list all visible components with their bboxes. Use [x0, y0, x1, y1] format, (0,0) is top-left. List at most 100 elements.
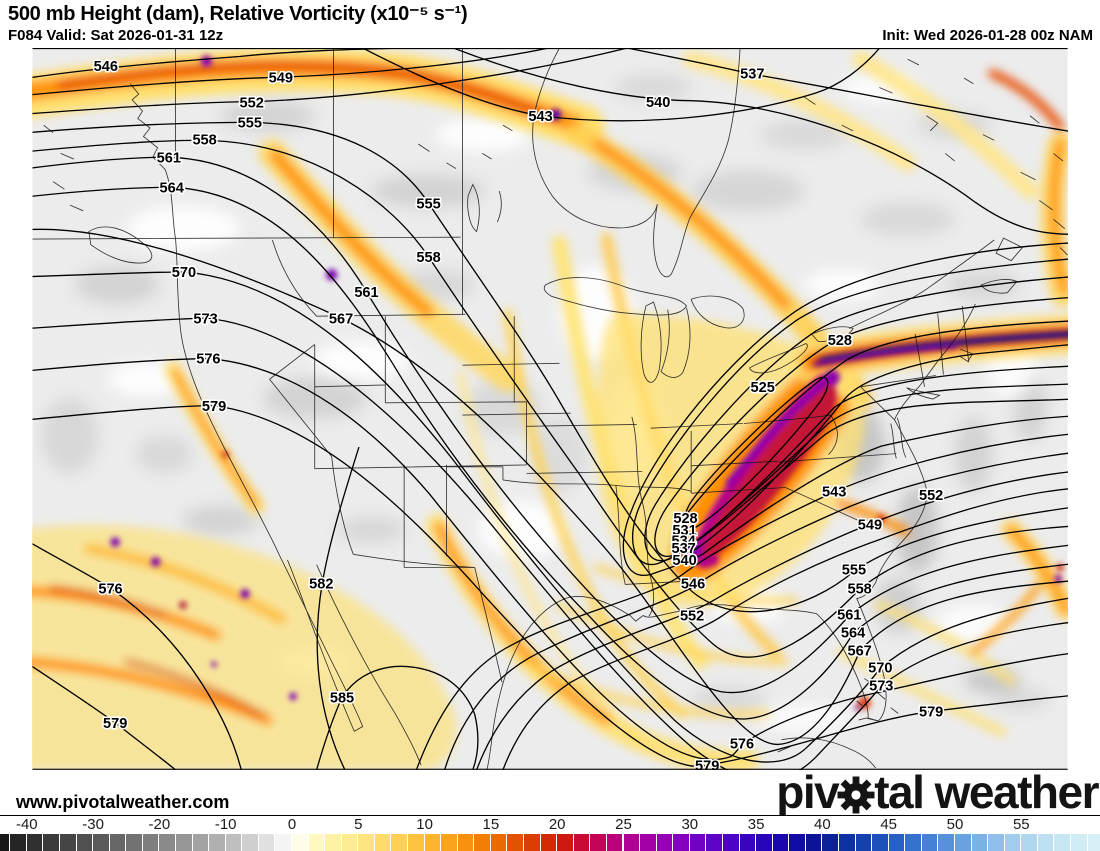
contour-label: 552 [919, 488, 943, 504]
colorbar-cell [374, 834, 391, 851]
colorbar-cell [192, 834, 209, 851]
contour-label: 558 [847, 581, 871, 597]
site-url: www.pivotalweather.com [16, 792, 230, 812]
colorbar-cell [59, 834, 76, 851]
colorbar-cell [971, 834, 988, 851]
colorbar-cell [0, 834, 10, 851]
colorbar-cell [822, 834, 838, 851]
contour-label: 561 [837, 608, 861, 624]
contour-label: 552 [240, 96, 264, 112]
contour-label: 576 [98, 581, 122, 597]
contour-label: 561 [157, 150, 181, 166]
contour-label: 528 [828, 333, 852, 349]
contour-label: 531 [672, 523, 696, 539]
contour-label: 546 [94, 59, 118, 75]
colorbar-cell [275, 834, 291, 851]
contour-label: 579 [919, 705, 943, 721]
contour-label: 543 [528, 109, 552, 125]
map-bottom-border [32, 768, 1068, 770]
colorbar-cell [656, 834, 673, 851]
model-init-label: Init: Wed 2026-01-28 00z NAM [882, 27, 1093, 44]
contour-label: 579 [695, 758, 719, 774]
colorbar-cell [640, 834, 656, 851]
colorbar-tick-label: 30 [681, 816, 699, 833]
weather-map: 546 549 552 555 558 561 564 570 573 576 579 561 567 5… [0, 48, 1100, 815]
colorbar-cell [325, 834, 341, 851]
colorbar-cell [524, 834, 540, 851]
colorbar-tick-label: -40 [15, 816, 38, 833]
contour-label: 576 [196, 352, 220, 368]
contour-label: 555 [238, 116, 262, 132]
colorbar-cell [474, 834, 490, 851]
contour-label: 549 [858, 517, 882, 533]
weather-map-canvas: 5465495525555585615645705735765795615675… [32, 48, 1068, 774]
colorbar-tick-label: 15 [482, 816, 500, 833]
brand-text-post: tal weather [874, 766, 1099, 818]
colorbar-cell [10, 834, 26, 851]
colorbar-cell [938, 834, 954, 851]
contour-label: 564 [160, 180, 185, 196]
contour-label: 567 [329, 311, 353, 327]
colorbar-cell [1071, 834, 1087, 851]
colorbar-tick-label: 40 [814, 816, 831, 833]
colorbar-cell [26, 834, 43, 851]
gear-icon [837, 776, 875, 814]
colorbar-cell [209, 834, 225, 851]
colorbar-tick-label: -10 [214, 816, 237, 833]
contour-label: 525 [751, 380, 775, 396]
colorbar-cell [292, 834, 308, 851]
contour-label: 540 [646, 95, 670, 111]
colorbar-tick-label: 45 [880, 816, 898, 833]
colorbar-cell [872, 834, 888, 851]
contour-label: 567 [847, 643, 871, 659]
colorbar-cell [756, 834, 772, 851]
colorbar-tick-label: -30 [82, 816, 104, 833]
colorbar-cell [391, 834, 407, 851]
colorbar-cell [408, 834, 424, 851]
colorbar-cell [341, 834, 358, 851]
colorbar-cell [855, 834, 872, 851]
contour-label: 570 [172, 265, 196, 281]
colorbar-cell [540, 834, 557, 851]
contour-label: 555 [416, 196, 440, 212]
contour-labels: 5465495525555585615645705735765795615675… [92, 58, 945, 774]
colorbar-cell [225, 834, 242, 851]
contour-label: 564 [841, 626, 866, 642]
colorbar-cell [1004, 834, 1021, 851]
colorbar-tick-label: 5 [354, 816, 363, 833]
page-title: 500 mb Height (dam), Relative Vorticity … [8, 3, 468, 25]
contour-label: 573 [193, 311, 217, 327]
contour-label: 585 [330, 691, 354, 707]
colorbar-cell [43, 834, 59, 851]
colorbar-tick-label: 35 [747, 816, 765, 833]
colorbar-tick-label: 0 [287, 816, 297, 833]
contour-label: 549 [269, 70, 293, 86]
colorbar-cell [490, 834, 507, 851]
contour-label: 561 [354, 285, 378, 301]
contour-label: 543 [822, 484, 846, 500]
colorbar-cell [424, 834, 441, 851]
contour-label: 552 [680, 609, 704, 625]
colorbar-cell [159, 834, 175, 851]
contour-label: 555 [842, 563, 866, 579]
colorbar-cell [1037, 834, 1054, 851]
colorbar-cell [772, 834, 789, 851]
colorbar-tick-label: 20 [548, 816, 566, 833]
colorbar-cell [988, 834, 1004, 851]
colorbar-cell [126, 834, 142, 851]
colorbar-tick-label: 10 [416, 816, 433, 833]
colorbar-cell [689, 834, 706, 851]
colorbar-cell [623, 834, 640, 851]
colorbar-cell [805, 834, 822, 851]
colorbar-cell [242, 834, 258, 851]
contour-label: 570 [868, 660, 892, 676]
vorticity-colorbar: -40 -30 -20 -10 0 5 10 15 20 25 30 35 40 45 50 55 [0, 815, 1100, 851]
colorbar-cell [590, 834, 606, 851]
colorbar-cell [76, 834, 93, 851]
colorbar-cell [175, 834, 192, 851]
colorbar-tick-label: 55 [1012, 816, 1030, 833]
colorbar-cell [1087, 834, 1100, 851]
colorbar-strip [0, 834, 1100, 851]
colorbar-cell [142, 834, 159, 851]
colorbar-cell [441, 834, 457, 851]
